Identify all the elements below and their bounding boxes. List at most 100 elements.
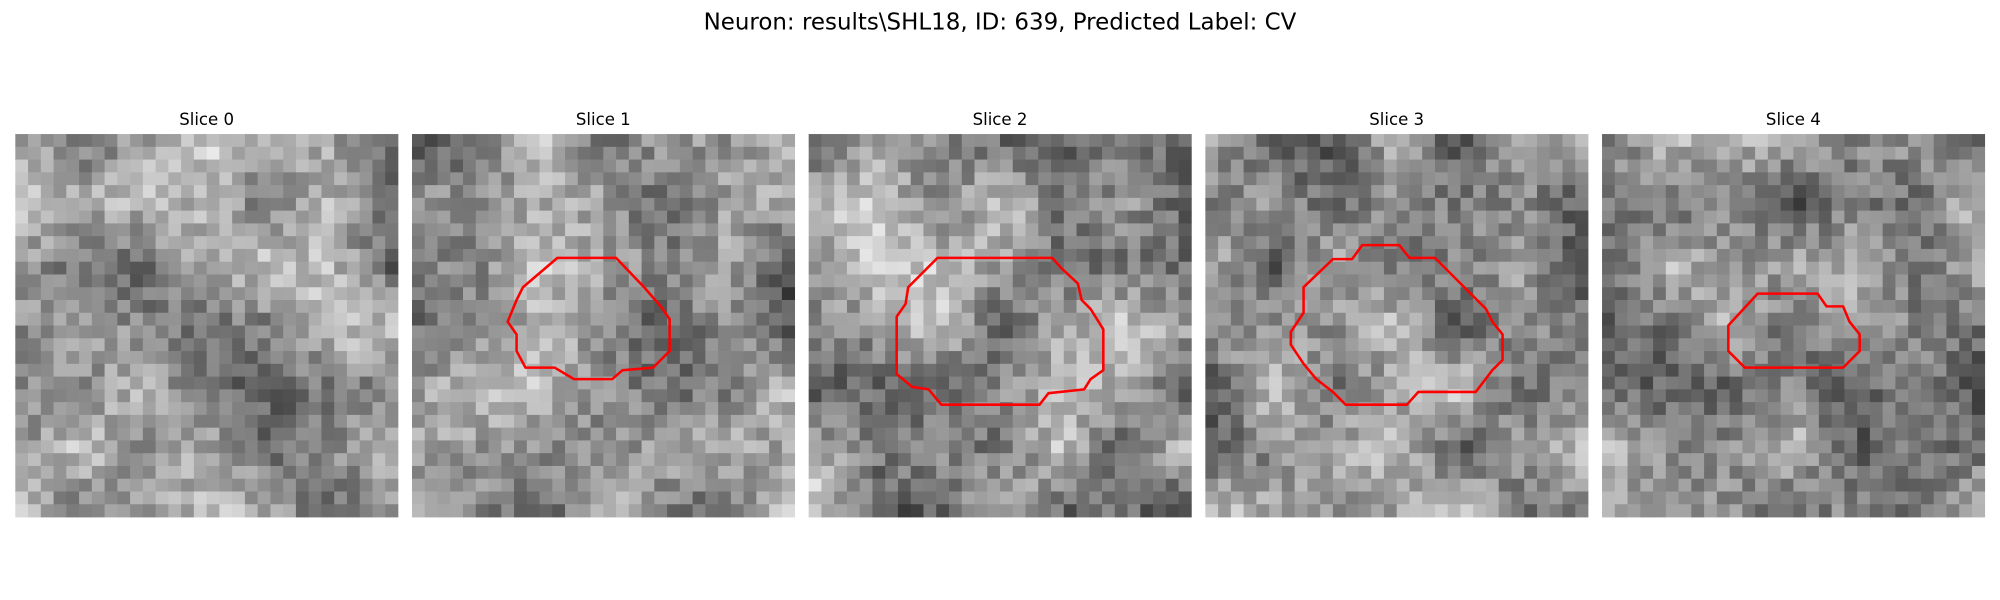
pixel (334, 134, 348, 148)
pixel (1882, 427, 1896, 441)
pixel (948, 197, 963, 212)
pixel (1371, 376, 1385, 390)
pixel (1409, 236, 1423, 250)
pixel (1971, 248, 1986, 263)
pixel (1653, 248, 1667, 263)
pixel (372, 465, 386, 480)
pixel (1409, 287, 1423, 301)
pixel (1063, 197, 1077, 212)
pixel (1114, 478, 1128, 492)
pixel (359, 197, 373, 212)
pixel (1869, 351, 1884, 365)
pixel (1691, 159, 1705, 173)
pixel (117, 197, 131, 212)
pixel (1114, 325, 1128, 339)
pixel (1281, 300, 1296, 314)
pixel (321, 491, 335, 505)
pixel (1396, 287, 1410, 301)
pixel (28, 389, 42, 403)
pixel (1076, 261, 1090, 275)
pixel (1089, 274, 1103, 288)
pixel (1562, 223, 1576, 237)
pixel (730, 491, 745, 505)
pixel (1780, 363, 1794, 377)
pixel (1549, 197, 1563, 212)
pixel (1460, 478, 1474, 492)
pixel (1959, 427, 1973, 441)
pixel (1780, 427, 1794, 441)
pixel (1536, 197, 1551, 212)
pixel (1857, 274, 1871, 288)
pixel (168, 287, 182, 301)
pixel (1742, 248, 1756, 263)
pixel (781, 300, 796, 314)
pixel (1933, 236, 1947, 250)
pixel (1114, 261, 1128, 275)
pixel (244, 465, 259, 480)
pixel (257, 338, 271, 352)
pixel (1127, 427, 1141, 441)
pixel (679, 427, 693, 441)
pixel (1114, 414, 1128, 429)
pixel (1971, 146, 1986, 160)
pixel (1307, 414, 1321, 429)
pixel (1460, 312, 1474, 326)
pixel (142, 159, 156, 173)
pixel (1869, 300, 1884, 314)
pixel (1218, 504, 1232, 518)
pixel (859, 325, 873, 339)
pixel (501, 146, 515, 160)
pixel (1256, 351, 1270, 365)
pixel (1869, 185, 1884, 199)
pixel (40, 300, 54, 314)
pixel (667, 274, 681, 288)
pixel (1473, 338, 1487, 352)
pixel (1294, 427, 1308, 441)
pixel (1038, 478, 1052, 492)
pixel (1320, 351, 1334, 365)
pixel (936, 338, 950, 352)
pixel (1549, 491, 1563, 505)
pixel (1089, 197, 1103, 212)
pixel (872, 363, 886, 377)
pixel (1294, 261, 1308, 275)
pixel (206, 478, 220, 492)
pixel (987, 185, 1001, 199)
pixel (1602, 376, 1616, 390)
pixel (463, 338, 477, 352)
pixel (1946, 300, 1960, 314)
pixel (1742, 414, 1756, 429)
pixel (987, 376, 1001, 390)
pixel (679, 402, 693, 416)
pixel (641, 172, 655, 186)
pixel (1012, 185, 1026, 199)
pixel (1153, 287, 1167, 301)
pixel (1691, 210, 1705, 224)
pixel (769, 223, 783, 237)
pixel (53, 134, 67, 148)
pixel (1691, 389, 1705, 403)
pixel (1140, 414, 1154, 429)
pixel (257, 274, 271, 288)
pixel (641, 440, 655, 454)
pixel (91, 504, 105, 518)
pixel (1371, 427, 1385, 441)
pixel (1320, 504, 1334, 518)
pixel (628, 491, 642, 505)
pixel (411, 159, 426, 173)
pixel (270, 172, 284, 186)
pixel (808, 236, 822, 250)
pixel (1831, 185, 1845, 199)
pixel (1704, 312, 1718, 326)
pixel (679, 453, 693, 467)
pixel (1165, 440, 1179, 454)
pixel (1269, 465, 1283, 480)
pixel (475, 146, 489, 160)
pixel (821, 312, 835, 326)
pixel (1882, 134, 1896, 148)
pixel (730, 223, 745, 237)
pixel (1038, 427, 1052, 441)
pixel (15, 236, 29, 250)
pixel (1562, 465, 1576, 480)
pixel (1653, 389, 1667, 403)
